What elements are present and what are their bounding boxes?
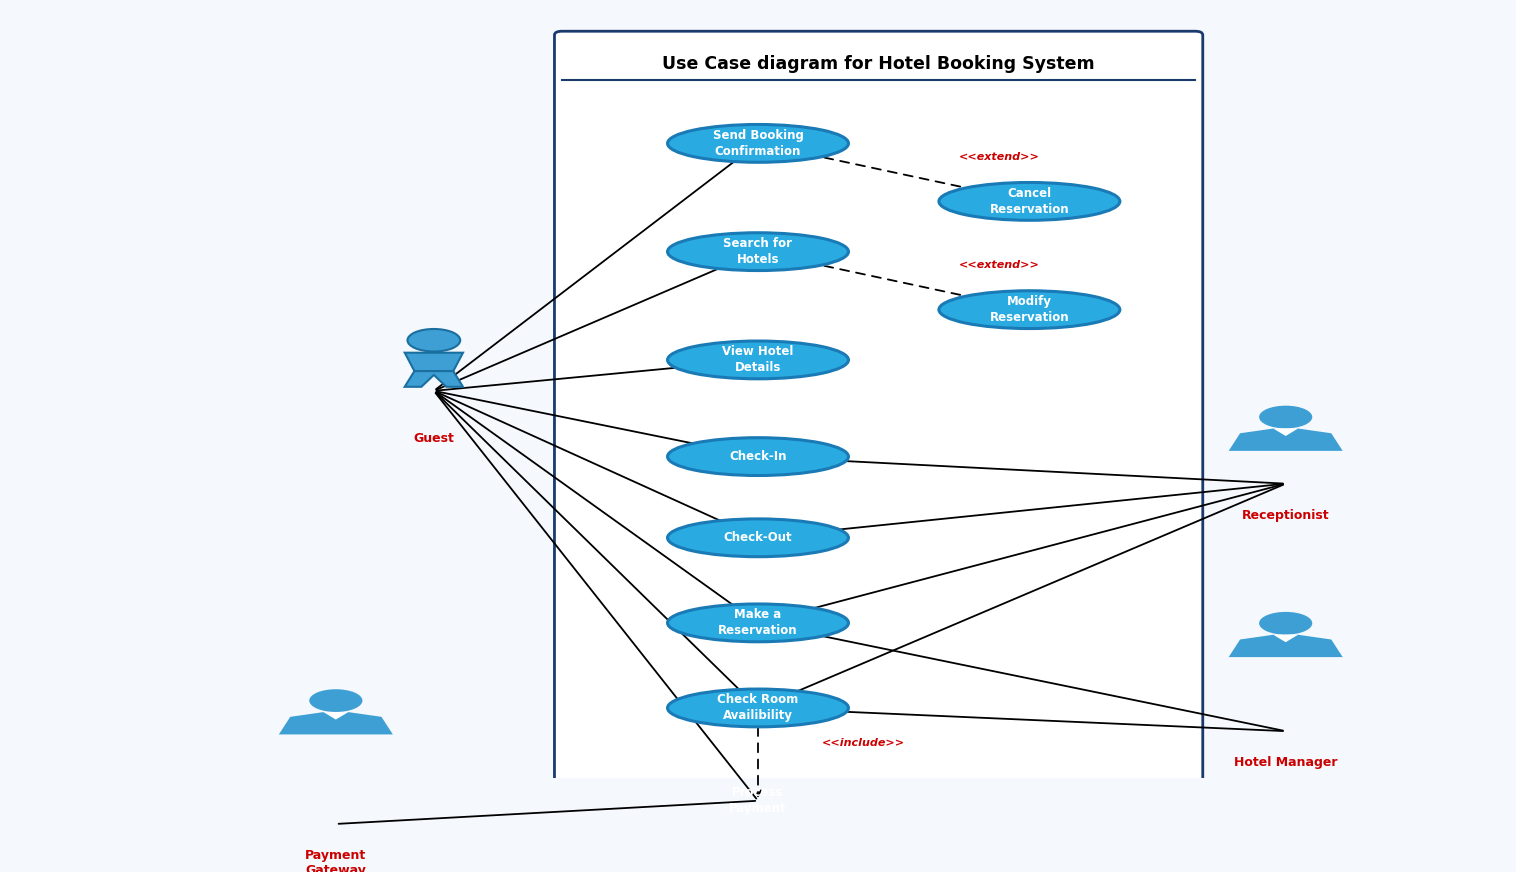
- Ellipse shape: [667, 233, 849, 270]
- Ellipse shape: [938, 182, 1120, 221]
- Circle shape: [1260, 612, 1313, 635]
- Text: Send Booking
Confirmation: Send Booking Confirmation: [713, 129, 803, 158]
- Polygon shape: [279, 712, 393, 734]
- Text: Process
Payment: Process Payment: [729, 787, 787, 815]
- Polygon shape: [323, 712, 349, 719]
- Polygon shape: [1273, 635, 1298, 642]
- Text: Use Case diagram for Hotel Booking System: Use Case diagram for Hotel Booking Syste…: [662, 56, 1095, 73]
- Polygon shape: [405, 352, 462, 371]
- Polygon shape: [1228, 635, 1343, 657]
- Text: Check Room
Availibility: Check Room Availibility: [717, 693, 799, 722]
- Text: Check-In: Check-In: [729, 450, 787, 463]
- Text: <<extend>>: <<extend>>: [958, 152, 1040, 162]
- Ellipse shape: [667, 689, 849, 727]
- Text: <<include>>: <<include>>: [822, 738, 905, 748]
- Text: Payment
Gateway: Payment Gateway: [305, 849, 367, 872]
- Text: Modify
Reservation: Modify Reservation: [990, 295, 1069, 324]
- Polygon shape: [1273, 428, 1298, 436]
- Text: Cancel
Reservation: Cancel Reservation: [990, 187, 1069, 216]
- Ellipse shape: [667, 125, 849, 162]
- Polygon shape: [1228, 428, 1343, 451]
- Text: Receptionist: Receptionist: [1242, 509, 1330, 522]
- Text: Make a
Reservation: Make a Reservation: [719, 609, 797, 637]
- Text: <<extend>>: <<extend>>: [958, 260, 1040, 270]
- Text: Hotel Manager: Hotel Manager: [1234, 757, 1337, 769]
- Circle shape: [408, 329, 461, 351]
- Ellipse shape: [667, 341, 849, 378]
- Polygon shape: [405, 371, 462, 387]
- FancyBboxPatch shape: [555, 31, 1202, 870]
- Text: Check-Out: Check-Out: [723, 531, 793, 544]
- Ellipse shape: [667, 604, 849, 642]
- Circle shape: [309, 689, 362, 712]
- Text: Guest: Guest: [414, 432, 455, 445]
- Ellipse shape: [938, 290, 1120, 329]
- Ellipse shape: [667, 519, 849, 556]
- Text: View Hotel
Details: View Hotel Details: [722, 345, 794, 374]
- Text: Search for
Hotels: Search for Hotels: [723, 237, 793, 266]
- Ellipse shape: [667, 438, 849, 475]
- Circle shape: [1260, 405, 1313, 428]
- Ellipse shape: [667, 782, 849, 820]
